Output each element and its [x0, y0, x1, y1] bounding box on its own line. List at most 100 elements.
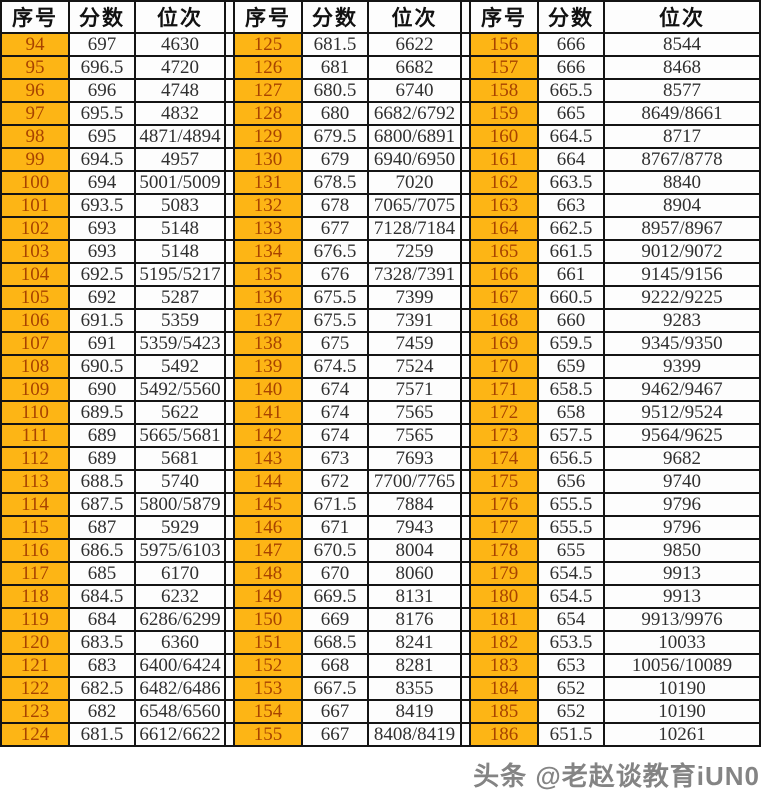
- group-spacer: [224, 446, 235, 471]
- cell-serial: 132: [233, 193, 303, 218]
- cell-serial: 138: [233, 331, 303, 356]
- cell-score: 681.5: [301, 32, 369, 57]
- cell-rank: 8004: [367, 538, 462, 563]
- cell-serial: 108: [0, 354, 70, 379]
- cell-rank: 8544: [603, 32, 761, 57]
- cell-serial: 150: [233, 607, 303, 632]
- cell-serial: 160: [469, 124, 539, 149]
- cell-score: 662.5: [537, 216, 605, 241]
- group-spacer: [224, 239, 235, 264]
- cell-score: 681.5: [68, 722, 136, 747]
- cell-rank: 5800/5879: [134, 492, 226, 517]
- cell-score: 676: [301, 262, 369, 287]
- cell-serial: 109: [0, 377, 70, 402]
- cell-serial: 169: [469, 331, 539, 356]
- column-header-score: 分数: [68, 0, 136, 34]
- group-spacer: [224, 722, 235, 747]
- cell-score: 667: [301, 699, 369, 724]
- cell-rank: 8957/8967: [603, 216, 761, 241]
- cell-score: 661: [537, 262, 605, 287]
- column-header-serial: 序号: [0, 0, 70, 34]
- column-header-serial: 序号: [233, 0, 303, 34]
- cell-serial: 126: [233, 55, 303, 80]
- cell-rank: 9796: [603, 492, 761, 517]
- cell-rank: 5287: [134, 285, 226, 310]
- cell-rank: 8241: [367, 630, 462, 655]
- cell-rank: 5001/5009: [134, 170, 226, 195]
- cell-score: 660: [537, 308, 605, 333]
- group-spacer: [224, 55, 235, 80]
- cell-serial: 180: [469, 584, 539, 609]
- group-spacer: [460, 101, 471, 126]
- cell-score: 696.5: [68, 55, 136, 80]
- cell-rank: 7391: [367, 308, 462, 333]
- group-spacer: [460, 446, 471, 471]
- cell-serial: 165: [469, 239, 539, 264]
- cell-score: 653.5: [537, 630, 605, 655]
- table-row: 122 682.5 6482/6486 153 667.5 8355 184 652 10190: [0, 676, 761, 701]
- group-spacer: [460, 285, 471, 310]
- cell-serial: 158: [469, 78, 539, 103]
- cell-rank: 7065/7075: [367, 193, 462, 218]
- cell-rank: 5740: [134, 469, 226, 494]
- cell-rank: 9913/9976: [603, 607, 761, 632]
- group-spacer: [460, 193, 471, 218]
- group-spacer: [460, 147, 471, 172]
- cell-score: 664: [537, 147, 605, 172]
- cell-rank: 7259: [367, 239, 462, 264]
- cell-rank: 4957: [134, 147, 226, 172]
- cell-serial: 105: [0, 285, 70, 310]
- watermark: 头条 @老赵谈教育iUN0: [473, 761, 760, 791]
- cell-rank: 6682/6792: [367, 101, 462, 126]
- cell-rank: 6286/6299: [134, 607, 226, 632]
- group-spacer: [224, 262, 235, 287]
- cell-score: 678.5: [301, 170, 369, 195]
- table-row: 100 694 5001/5009 131 678.5 7020 162 663.5 8840: [0, 170, 761, 195]
- cell-rank: 4630: [134, 32, 226, 57]
- table-row: 106 691.5 5359 137 675.5 7391 168 660 9283: [0, 308, 761, 333]
- group-spacer: [460, 78, 471, 103]
- cell-serial: 155: [233, 722, 303, 747]
- cell-score: 693.5: [68, 193, 136, 218]
- cell-rank: 9462/9467: [603, 377, 761, 402]
- group-spacer: [224, 676, 235, 701]
- cell-serial: 148: [233, 561, 303, 586]
- cell-serial: 149: [233, 584, 303, 609]
- cell-serial: 167: [469, 285, 539, 310]
- cell-score: 697: [68, 32, 136, 57]
- cell-serial: 141: [233, 400, 303, 425]
- cell-score: 659.5: [537, 331, 605, 356]
- cell-score: 674: [301, 377, 369, 402]
- table-row: 124 681.5 6612/6622 155 667 8408/8419 186 651.5…: [0, 722, 761, 747]
- cell-serial: 124: [0, 722, 70, 747]
- cell-rank: 6548/6560: [134, 699, 226, 724]
- cell-score: 692.5: [68, 262, 136, 287]
- cell-serial: 152: [233, 653, 303, 678]
- cell-serial: 113: [0, 469, 70, 494]
- cell-serial: 118: [0, 584, 70, 609]
- cell-rank: 6800/6891: [367, 124, 462, 149]
- cell-rank: 7328/7391: [367, 262, 462, 287]
- cell-rank: 9399: [603, 354, 761, 379]
- cell-serial: 134: [233, 239, 303, 264]
- cell-serial: 111: [0, 423, 70, 448]
- cell-serial: 145: [233, 492, 303, 517]
- cell-rank: 5083: [134, 193, 226, 218]
- cell-rank: 4748: [134, 78, 226, 103]
- group-spacer: [460, 630, 471, 655]
- cell-rank: 5665/5681: [134, 423, 226, 448]
- table-row: 123 682 6548/6560 154 667 8419 185 652 10190: [0, 699, 761, 724]
- cell-serial: 107: [0, 331, 70, 356]
- cell-serial: 157: [469, 55, 539, 80]
- cell-rank: 9796: [603, 515, 761, 540]
- cell-score: 694: [68, 170, 136, 195]
- group-spacer: [224, 469, 235, 494]
- cell-score: 683: [68, 653, 136, 678]
- cell-rank: 9740: [603, 469, 761, 494]
- cell-score: 669: [301, 607, 369, 632]
- group-spacer: [224, 377, 235, 402]
- column-header-serial: 序号: [469, 0, 539, 34]
- cell-score: 695: [68, 124, 136, 149]
- cell-rank: 9564/9625: [603, 423, 761, 448]
- cell-serial: 174: [469, 446, 539, 471]
